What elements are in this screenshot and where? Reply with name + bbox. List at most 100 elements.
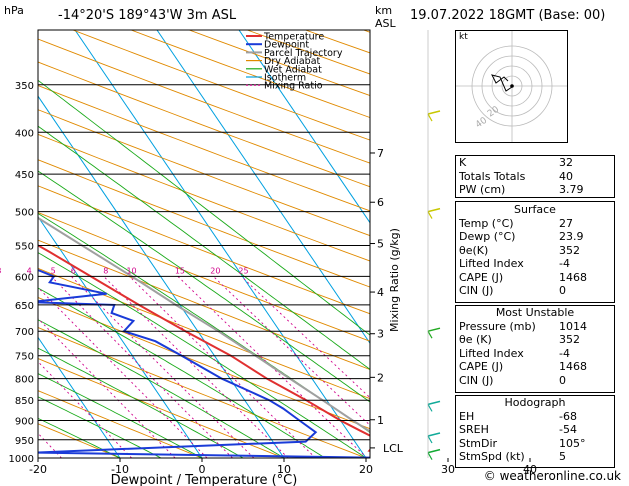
indices-box-unstable	[455, 305, 615, 393]
hodograph-center	[510, 84, 514, 88]
km-tick-label: 2	[377, 371, 384, 384]
index-value: 23.9	[559, 230, 584, 243]
legend-entry: Dry Adiabat	[264, 56, 321, 67]
index-name: CIN (J)	[459, 284, 494, 297]
index-name: Pressure (mb)	[459, 319, 536, 333]
index-row: θe (K) 352	[455, 333, 615, 347]
temp-tick-label: 0	[199, 463, 206, 476]
indices-top: K 32 Totals Totals 40 PW (cm) 3.79	[455, 156, 615, 197]
temperature-line	[38, 244, 370, 452]
temp-tick-label: 10	[277, 463, 291, 476]
legend-entry: Parcel Trajectory	[264, 48, 343, 59]
pressure-tick-label: 700	[15, 327, 34, 338]
pressure-tick-label: 1000	[9, 454, 34, 465]
wind-barb	[427, 110, 441, 115]
mixing-ratio-label: 8	[103, 266, 108, 275]
mixing-ratio-label: 4	[27, 266, 32, 275]
index-name: CAPE (J)	[459, 360, 504, 373]
index-name: Dewp (°C)	[459, 230, 516, 243]
wind-barb-flag	[427, 211, 433, 219]
index-row: Temp (°C) 27	[455, 217, 615, 231]
index-name: Lifted Index	[459, 346, 524, 360]
isotherm-line	[38, 95, 285, 458]
wind-barb	[427, 432, 441, 437]
index-row: Lifted Index -4	[455, 257, 615, 271]
index-row: θe(K) 352	[455, 244, 615, 258]
mixing-ratio-line	[177, 276, 368, 458]
hodograph-ring-label: 20	[486, 105, 501, 120]
isotherm-line	[38, 215, 203, 458]
mixing-ratio-label: 10	[126, 266, 136, 275]
pressure-tick-label: 900	[15, 417, 34, 428]
km-tick-label: 6	[377, 196, 384, 209]
index-name: Lifted Index	[459, 257, 524, 270]
section-title: Hodograph	[504, 396, 566, 409]
mixing-ratio-line	[213, 276, 370, 426]
wind-barb	[427, 400, 441, 406]
index-row: Pressure (mb) 1014	[455, 320, 615, 334]
wind-barb	[427, 327, 441, 332]
index-value: 352	[559, 243, 580, 257]
pressure-tick-label: 800	[15, 375, 34, 386]
index-value: -4	[559, 257, 570, 270]
temp-tick-label: 40	[523, 463, 537, 476]
dry-adiabat-line	[38, 109, 370, 237]
datetime-title: 19.07.2022 18GMT (Base: 00)	[410, 8, 606, 23]
x-axis-label: Dewpoint / Temperature (°C)	[111, 473, 298, 486]
km-tick-label: LCL	[383, 442, 404, 455]
wind-barb-flag	[427, 404, 433, 412]
indices-box-hodograph	[455, 395, 615, 468]
index-row: CAPE (J) 1468	[455, 271, 615, 285]
km-label: km	[375, 4, 393, 17]
index-name: θe(K)	[459, 243, 489, 257]
dry-adiabat-line	[38, 85, 370, 212]
index-row: Totals Totals 40	[455, 170, 615, 184]
wet-adiabat-line	[38, 319, 285, 458]
index-name: CIN (J)	[459, 373, 494, 387]
plot-frame	[37, 29, 371, 459]
km-tick-label: 3	[377, 328, 384, 341]
index-row: SREH -54	[455, 423, 615, 437]
index-row: K 32	[455, 156, 615, 170]
legend-entry: Mixing Ratio	[264, 81, 323, 92]
index-value: 1014	[559, 319, 587, 333]
dry-adiabat-line	[38, 38, 370, 164]
index-value: 1468	[559, 360, 587, 373]
index-row: StmDir 105°	[455, 437, 615, 451]
wind-barb	[427, 207, 441, 213]
wind-barb-flag	[427, 330, 433, 339]
index-value: 352	[559, 333, 580, 346]
pressure-tick-label: 550	[15, 241, 34, 252]
index-name: Totals Totals	[459, 169, 526, 183]
index-name: SREH	[459, 423, 489, 436]
legend-entry: Temperature	[263, 32, 324, 43]
hpa-label: hPa	[4, 4, 24, 17]
index-name: θe (K)	[459, 333, 492, 346]
km-tick-label: 4	[377, 286, 384, 299]
asl-label: ASL	[375, 17, 396, 30]
index-row: CIN (J) 0	[455, 284, 615, 298]
mixing-ratio-label: 25	[238, 266, 248, 275]
indices-hodograph: Hodograph EH -68 SREH -54 StmDir 105° StmSp…	[455, 396, 615, 464]
mixing-ratio-label: 15	[175, 266, 185, 275]
index-row: StmSpd (kt) 5	[455, 450, 615, 464]
mixing-ratio-axis-label: Mixing Ratio (g/kg)	[388, 228, 401, 332]
wet-adiabat-line	[38, 373, 203, 458]
isotherm-line	[38, 336, 121, 458]
index-value: 32	[559, 156, 573, 169]
index-row: PW (cm) 3.79	[455, 183, 615, 197]
indices-unstable: Most Unstable Pressure (mb) 1014 θe (K) 35…	[455, 306, 615, 387]
index-row: EH -68	[455, 410, 615, 424]
mixing-ratio-line	[129, 276, 316, 458]
km-tick-label: 5	[377, 238, 384, 251]
hodograph-unit-label: kt	[459, 32, 468, 42]
index-value: 5	[559, 450, 566, 463]
index-name: StmSpd (kt)	[459, 450, 525, 463]
pressure-tick-label: 350	[15, 81, 34, 92]
index-name: K	[459, 156, 467, 169]
dry-adiabat-line	[38, 61, 370, 188]
dry-adiabat-line	[38, 133, 370, 262]
wind-barb-flag	[427, 452, 433, 460]
parcel-trajectory-line	[38, 216, 370, 433]
copyright: © weatheronline.co.uk	[483, 469, 621, 483]
